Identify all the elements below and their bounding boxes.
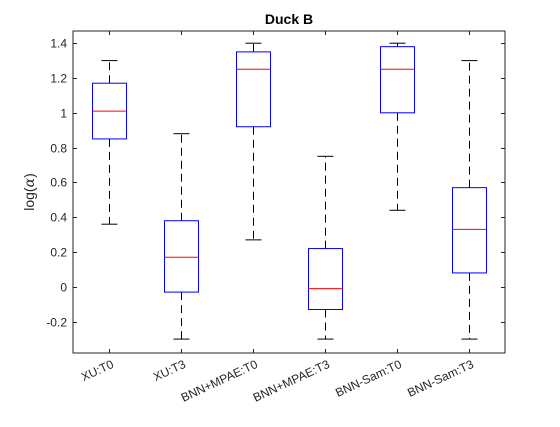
y-axis-label-prefix: log( xyxy=(21,187,37,211)
box xyxy=(380,46,415,114)
box-group-6 xyxy=(452,60,487,340)
box xyxy=(236,51,271,128)
axes-box xyxy=(72,30,506,354)
y-tick-label: 1 xyxy=(60,107,67,121)
y-axis-label-symbol: α xyxy=(22,177,38,187)
box xyxy=(164,220,199,293)
y-tick-label: 0.2 xyxy=(50,246,67,260)
box-group-2 xyxy=(164,133,199,340)
box xyxy=(308,248,343,310)
box-group-3 xyxy=(236,42,271,241)
y-axis-label-suffix: ) xyxy=(21,173,37,178)
y-tick-label: -0.2 xyxy=(46,316,67,330)
y-tick-label: 1.4 xyxy=(50,37,67,51)
box-group-5 xyxy=(380,42,415,211)
y-tick-label: 0.8 xyxy=(50,142,67,156)
box xyxy=(452,187,487,274)
y-axis-label: log(α) xyxy=(21,173,38,211)
box-group-4 xyxy=(308,155,343,340)
y-tick-label: 1.2 xyxy=(50,72,67,86)
chart-title: Duck B xyxy=(265,11,313,27)
y-tick-label: 0.4 xyxy=(50,211,67,225)
y-tick-label: 0 xyxy=(60,281,67,295)
y-tick-label: 0.6 xyxy=(50,176,67,190)
box-group-1 xyxy=(92,60,127,225)
